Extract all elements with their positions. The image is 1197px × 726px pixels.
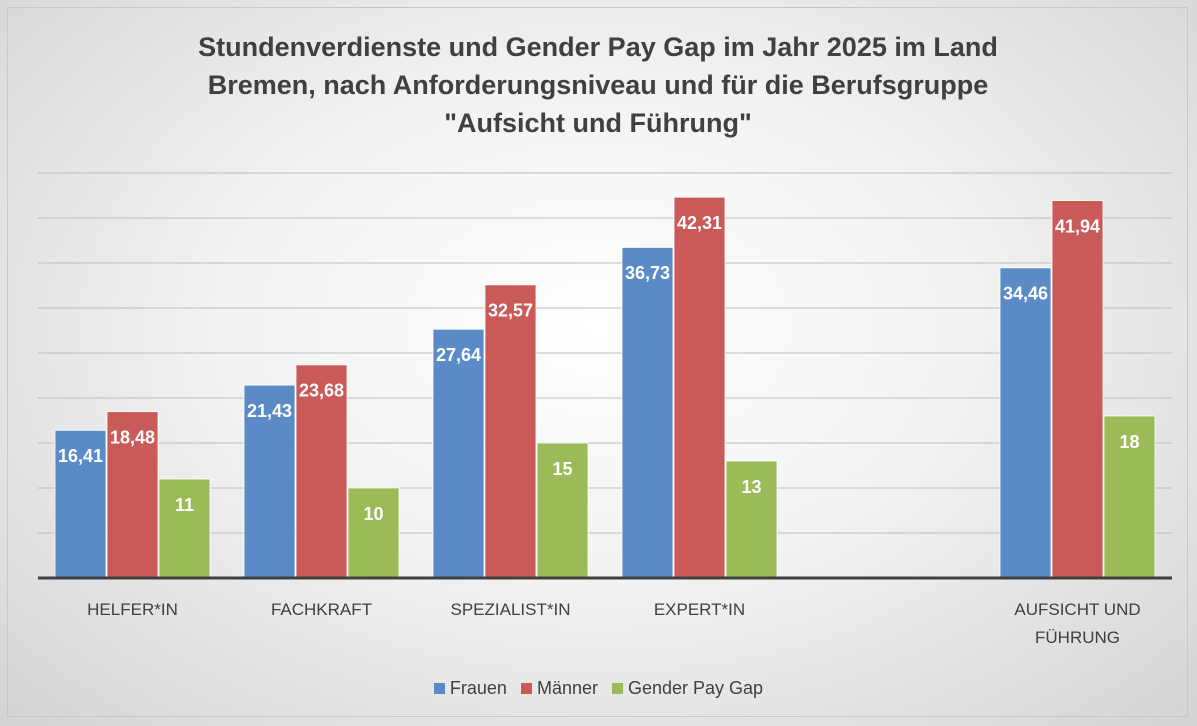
legend-label: Männer: [536, 678, 598, 698]
data-label: 41,94: [1055, 216, 1100, 236]
bar: [54, 429, 107, 579]
bar: [725, 460, 778, 579]
data-label: 27,64: [436, 345, 481, 365]
bar: [1103, 415, 1156, 579]
x-tick-label: HELFER*IN: [87, 600, 178, 619]
bar: [999, 267, 1052, 579]
legend: Frauen Männer Gender Pay Gap: [0, 678, 1197, 699]
bar: [484, 284, 537, 579]
data-label: 34,46: [1003, 284, 1048, 304]
chart-frame: [7, 7, 1188, 717]
legend-swatch: [611, 683, 623, 694]
data-label: 32,57: [488, 301, 533, 321]
bar: [673, 196, 726, 579]
data-label: 23,68: [299, 381, 344, 401]
data-label: 16,41: [58, 446, 103, 466]
bar: [158, 478, 211, 579]
x-tick-label: EXPERT*IN: [653, 600, 746, 619]
legend-label: Frauen: [449, 678, 507, 698]
data-label: 18: [1119, 432, 1139, 452]
bar: [106, 411, 159, 579]
bar: [243, 384, 296, 579]
x-tick-label: AUFSICHT UND FÜHRUNG: [1014, 600, 1141, 647]
bar: [1051, 200, 1104, 579]
x-tick-label: SPEZIALIST*IN: [450, 600, 571, 619]
x-tick-label: FACHKRAFT: [270, 600, 373, 619]
data-label: 11: [175, 495, 194, 515]
chart-title: Stundenverdienste und Gender Pay Gap im …: [198, 32, 998, 138]
bar: [621, 247, 674, 579]
data-label: 21,43: [247, 401, 292, 421]
bar: [347, 487, 400, 579]
bar: [295, 364, 348, 579]
legend-item: Männer: [520, 678, 598, 699]
data-label: 42,31: [677, 213, 722, 233]
legend-item: Frauen: [433, 678, 507, 699]
bar: [536, 442, 589, 579]
data-label: 36,73: [625, 263, 670, 283]
legend-swatch: [520, 683, 532, 694]
legend-label: Gender Pay Gap: [627, 678, 764, 698]
legend-swatch: [433, 683, 445, 694]
data-label: 18,48: [110, 427, 155, 447]
data-label: 10: [363, 504, 383, 524]
legend-item: Gender Pay Gap: [611, 678, 764, 699]
data-label: 13: [741, 477, 761, 497]
data-label: 15: [552, 459, 572, 479]
bar: [432, 328, 485, 579]
